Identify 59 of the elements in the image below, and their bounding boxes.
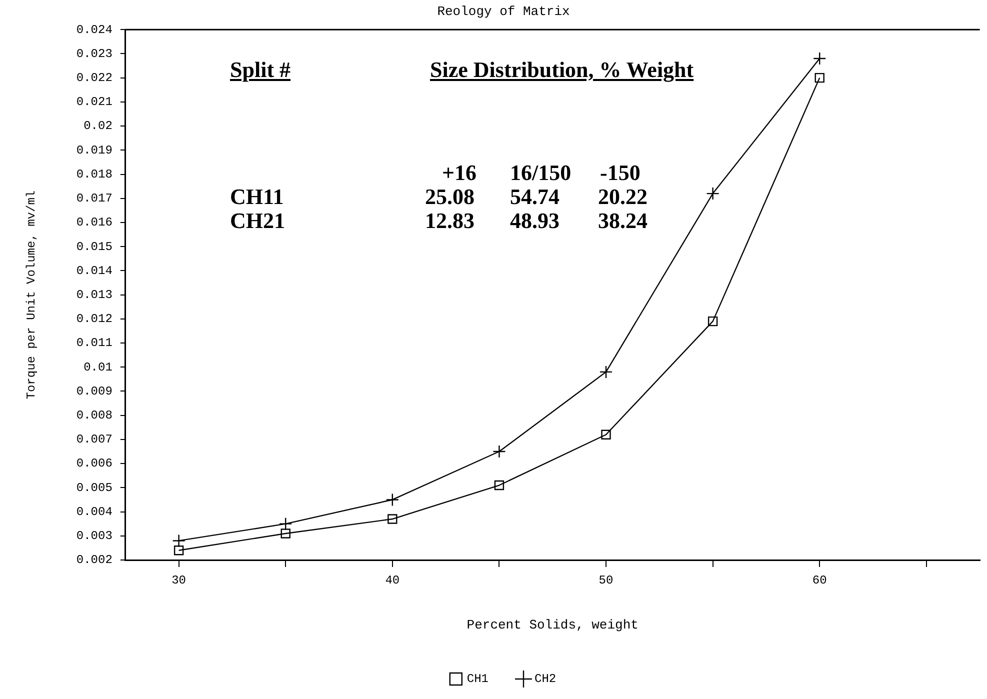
y-tick-label: 0.022 xyxy=(76,70,112,85)
point xyxy=(601,430,611,440)
legend-label: CH2 xyxy=(534,672,556,686)
y-tick-label: 0.015 xyxy=(76,240,112,254)
annotation: 38.24 xyxy=(598,208,648,234)
x-tick-label: 40 xyxy=(385,573,400,588)
y-tick-label: 0.006 xyxy=(76,456,112,471)
point xyxy=(814,72,824,83)
y-tick-label: 0.016 xyxy=(76,216,112,230)
y-tick-label: 0.02 xyxy=(84,119,112,134)
annotation: 12.83 xyxy=(425,208,474,234)
point xyxy=(494,480,504,490)
annotation: CH11 xyxy=(230,184,284,210)
y-tick-label: 0.018 xyxy=(76,167,112,182)
y-tick-label: 0.024 xyxy=(76,22,112,37)
chart-title: Reology of Matrix xyxy=(437,4,570,20)
point xyxy=(388,514,398,524)
x-tick-label: 30 xyxy=(172,573,186,588)
point xyxy=(813,52,826,66)
y-axis-title: Torque per Unit Volume, mv/ml xyxy=(24,190,38,400)
point xyxy=(172,534,186,548)
annotation: 16/150 xyxy=(510,160,572,186)
annotation: 20.22 xyxy=(598,184,648,210)
legend-label: CH1 xyxy=(466,672,489,686)
y-tick-label: 0.017 xyxy=(76,192,112,206)
point xyxy=(279,517,292,530)
y-tick-label: 0.004 xyxy=(76,504,112,519)
point xyxy=(599,365,613,379)
y-tick-label: 0.023 xyxy=(76,46,112,61)
y-tick-label: 0.013 xyxy=(76,288,112,302)
x-axis-title: Percent Solids, weight xyxy=(466,618,638,633)
point xyxy=(174,546,184,556)
annotation: CH21 xyxy=(230,208,285,234)
y-tick-label: 0.019 xyxy=(76,143,112,158)
annotation: -150 xyxy=(600,160,640,186)
point xyxy=(706,186,720,200)
y-tick-label: 0.01 xyxy=(84,360,112,374)
annotation: Size Distribution, % Weight xyxy=(430,57,694,83)
y-tick-label: 0.009 xyxy=(76,384,112,398)
y-tick-label: 0.005 xyxy=(76,480,112,495)
x-tick-label: 60 xyxy=(812,573,827,588)
point xyxy=(708,316,718,326)
point xyxy=(280,528,290,538)
y-tick-label: 0.012 xyxy=(76,312,112,326)
point xyxy=(386,493,400,506)
x-tick-label: 50 xyxy=(598,573,614,588)
point xyxy=(492,444,506,458)
annotation: 54.74 xyxy=(510,184,560,210)
annotation: +16 xyxy=(442,160,477,186)
annotation: 25.08 xyxy=(425,184,474,210)
y-tick-label: 0.021 xyxy=(76,95,112,110)
y-tick-label: 0.011 xyxy=(76,336,112,350)
y-tick-label: 0.008 xyxy=(76,408,112,423)
y-tick-label: 0.002 xyxy=(76,553,112,568)
annotation: Split # xyxy=(230,57,291,83)
y-tick-label: 0.007 xyxy=(76,432,112,447)
y-tick-label: 0.014 xyxy=(76,264,112,278)
annotation: 48.93 xyxy=(510,208,560,234)
y-tick-label: 0.003 xyxy=(76,529,112,544)
